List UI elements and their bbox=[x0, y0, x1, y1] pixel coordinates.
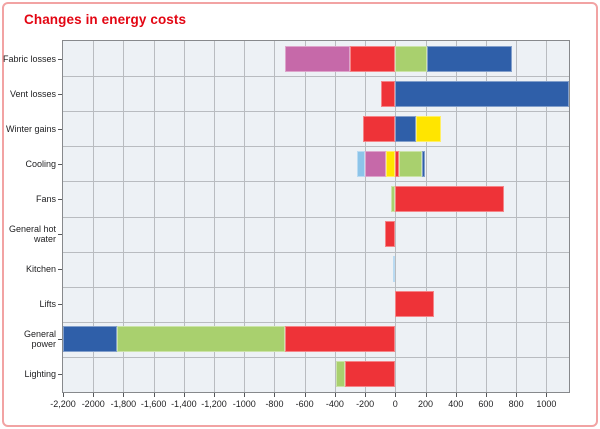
bar-segment-green bbox=[117, 326, 286, 353]
y-tick bbox=[58, 304, 62, 306]
bar-segment-blue bbox=[395, 115, 417, 142]
x-tick bbox=[244, 393, 246, 397]
x-tick-label: -2000 bbox=[81, 399, 105, 409]
x-tick bbox=[365, 393, 367, 397]
h-gridline bbox=[63, 356, 569, 358]
bar-segment-magenta bbox=[285, 45, 350, 72]
x-tick bbox=[183, 393, 185, 397]
bar-segment-green bbox=[399, 150, 423, 177]
bar-segment-green bbox=[335, 361, 346, 388]
plot-area bbox=[62, 40, 570, 393]
category-label: Fabric losses bbox=[2, 53, 56, 64]
x-tick-label: -200 bbox=[356, 399, 375, 409]
x-tick-label: 1000 bbox=[536, 399, 557, 409]
bar-segment-blue bbox=[63, 326, 118, 353]
bar-segment-yellow bbox=[416, 115, 442, 142]
x-tick bbox=[274, 393, 276, 397]
x-tick-label: -800 bbox=[265, 399, 284, 409]
x-tick-label: -600 bbox=[295, 399, 314, 409]
bar-segment-red bbox=[362, 115, 396, 142]
bar-segment-red bbox=[285, 326, 396, 353]
bar-segment-green bbox=[395, 45, 428, 72]
x-tick-label: -1,800 bbox=[110, 399, 137, 409]
chart-title: Changes in energy costs bbox=[24, 12, 187, 27]
bar-segment-green bbox=[390, 185, 396, 212]
bar-segment-red bbox=[349, 45, 396, 72]
category-label: Kitchen bbox=[25, 264, 56, 275]
y-tick bbox=[58, 269, 62, 271]
x-tick bbox=[485, 393, 487, 397]
category-label: General power bbox=[23, 329, 56, 350]
y-tick bbox=[58, 163, 62, 165]
bar-segment-red bbox=[345, 361, 396, 388]
x-tick-label: -1,200 bbox=[201, 399, 227, 409]
x-tick-label: -2,200 bbox=[50, 399, 76, 409]
x-tick-label: -1,600 bbox=[140, 399, 167, 409]
y-tick bbox=[58, 374, 62, 376]
bar-segment-blue bbox=[422, 150, 425, 177]
x-tick bbox=[304, 393, 306, 397]
x-tick-label: 600 bbox=[478, 399, 494, 409]
h-gridline bbox=[63, 286, 569, 288]
category-label: Lighting bbox=[24, 369, 56, 380]
category-label: Vent losses bbox=[9, 88, 56, 99]
bar-segment-red bbox=[395, 291, 434, 318]
category-label: General hot water bbox=[8, 223, 56, 245]
y-tick bbox=[58, 234, 62, 236]
bar-segment-blue bbox=[395, 80, 569, 107]
x-tick bbox=[425, 393, 427, 397]
x-tick-label: -400 bbox=[325, 399, 344, 409]
x-tick bbox=[546, 393, 548, 397]
x-tick-label: 0 bbox=[392, 399, 398, 409]
y-tick bbox=[58, 339, 62, 341]
y-tick bbox=[58, 198, 62, 200]
x-tick-label: -1000 bbox=[232, 399, 256, 409]
x-tick bbox=[63, 393, 64, 397]
x-tick bbox=[153, 393, 155, 397]
y-tick bbox=[58, 128, 62, 130]
x-tick bbox=[455, 393, 457, 397]
bar-segment-magenta bbox=[365, 150, 387, 177]
x-tick-label: -1,400 bbox=[171, 399, 197, 409]
x-tick-label: 800 bbox=[508, 399, 524, 409]
y-tick bbox=[58, 58, 62, 60]
bar-segment-red bbox=[395, 185, 505, 212]
x-tick-label: 400 bbox=[448, 399, 464, 409]
bar-segment-blue bbox=[427, 45, 513, 72]
bar-segment-red bbox=[380, 80, 396, 107]
category-label: Winter gains bbox=[5, 123, 56, 134]
bar-segment-lightblue bbox=[393, 256, 396, 283]
h-gridline bbox=[63, 146, 569, 148]
bar-segment-lightblue bbox=[356, 150, 366, 177]
x-tick bbox=[93, 393, 95, 397]
x-tick bbox=[395, 393, 397, 397]
y-tick bbox=[58, 93, 62, 95]
h-gridline bbox=[63, 251, 569, 253]
h-gridline bbox=[63, 181, 569, 183]
category-label: Lifts bbox=[39, 299, 56, 310]
h-gridline bbox=[63, 216, 569, 218]
h-gridline bbox=[63, 111, 569, 113]
x-tick bbox=[334, 393, 336, 397]
h-gridline bbox=[63, 76, 569, 78]
bar-segment-red bbox=[395, 150, 400, 177]
x-tick bbox=[123, 393, 125, 397]
x-tick bbox=[214, 393, 216, 397]
bar-segment-yellow bbox=[386, 150, 396, 177]
h-gridline bbox=[63, 321, 569, 323]
x-tick-label: 200 bbox=[417, 399, 434, 409]
x-tick bbox=[516, 393, 518, 397]
category-label: Fans bbox=[35, 193, 56, 204]
bar-segment-red bbox=[384, 221, 396, 248]
category-label: Cooling bbox=[25, 158, 56, 169]
